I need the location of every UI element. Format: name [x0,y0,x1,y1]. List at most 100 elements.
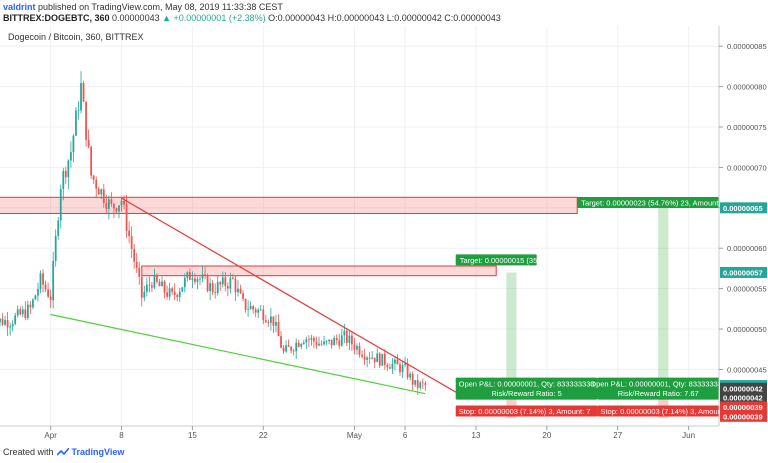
price-tag[interactable] [720,401,767,413]
author-name[interactable]: valdrint [3,2,36,12]
symbol-label[interactable]: BITTREX:DOGEBTC, 360 [3,13,110,23]
candle-body [62,170,65,190]
candle-body [105,203,108,209]
candle-body [406,363,409,378]
chart-pane [0,26,719,426]
candle-body [275,322,277,326]
trendlines[interactable] [50,197,457,395]
x-tick-label: 27 [613,431,622,440]
candle-body [26,304,29,319]
resistance-zone[interactable] [141,265,497,277]
target-label: Target: 0.00000023 (54.76%) 23, Amount: … [581,198,731,207]
candle-body [125,204,128,231]
candle-body [351,335,353,345]
candle-body [224,277,227,287]
candle-body [216,282,219,293]
candle-body [340,335,343,346]
price-tag[interactable] [720,410,767,422]
candle-body [297,342,300,347]
trendline[interactable] [50,313,426,395]
candle-body [92,175,95,180]
candle-body [148,284,151,286]
candles [0,71,427,396]
candle-body [348,335,351,343]
candle-body [75,110,77,136]
candle-body [414,380,417,385]
candle-body [9,326,12,328]
candle-body [310,337,313,340]
candle-body [226,286,229,289]
y-tick-label: 0.00000050 [727,325,767,334]
price-tag[interactable] [720,392,767,404]
candle-body [264,320,267,323]
candle-body [388,367,391,369]
candle-body [173,291,176,295]
target-label-box[interactable] [577,196,719,208]
candle-body [394,359,396,364]
candle-body [214,292,217,293]
x-tick-label: 13 [472,431,481,440]
time-axis[interactable]: Apr 8 15 22 May 6 13 20 27 Jun [44,426,695,440]
candle-body [254,309,257,313]
candle-body [34,295,37,300]
candle-body [80,82,82,111]
target-label-box[interactable] [455,254,537,266]
candle-body [424,383,427,385]
price-axis[interactable]: 0.00000085 0.00000080 0.00000075 0.00000070… [719,42,767,422]
candle-body [373,357,376,363]
candle-body [57,220,60,236]
candle-body [259,309,262,311]
candle-body [166,292,168,297]
candle-body [206,275,209,292]
y-tick-label: 0.00000055 [727,285,767,294]
candle-body [358,345,361,355]
candle-body [133,248,136,262]
price-change: ▲ +0.00000001 (+2.38%) [162,13,266,23]
candle-body [378,353,381,366]
target-column [658,204,669,390]
candle-body [171,288,174,292]
candle-body [335,338,338,341]
price-tag[interactable] [720,266,767,278]
position-box[interactable] [597,377,719,400]
candle-body [270,316,272,323]
candle-body [371,357,374,359]
x-tick-label: 15 [188,431,197,440]
candle-body [140,276,143,298]
candle-body [323,341,325,345]
candle-body [21,309,24,315]
candle-body [401,365,404,373]
position-pnl-label: Open P&L: 0.00000001, Qty: 833333333 [459,380,595,389]
target-label: Target: 0.00000015 (35.71%) 15, Amount: … [460,256,618,265]
position-box[interactable] [455,377,598,400]
candle-body [85,101,87,140]
candle-body [59,189,62,221]
trendline[interactable] [121,197,457,393]
price-tag[interactable] [720,202,767,214]
price-tag-label: 0.00000065 [723,204,763,213]
stop-label: Stop: 0.00000003 (7.14%) 3, Amount: 75 [600,407,736,416]
candle-body [100,189,103,195]
price-tag[interactable] [720,382,767,394]
resistance-zone[interactable] [0,196,578,214]
candle-body [201,274,204,279]
tradingview-brand[interactable]: TradingView [71,447,125,457]
candle-body [29,304,32,308]
x-tick-label: 20 [542,431,551,440]
stop-label-box[interactable] [455,405,598,417]
candle-body [315,341,318,346]
candle-body [123,200,125,205]
candle-body [183,277,186,288]
candle-body [381,353,384,366]
candle-body [24,309,27,319]
candle-body [244,298,247,310]
candle-body [16,309,19,316]
candle-body [290,346,293,351]
stop-label-box[interactable] [597,405,719,417]
candle-body [194,278,196,283]
candle-body [416,380,419,388]
candle-body [366,357,368,360]
risk-reward-label: Risk/Reward Ratio: 5 [491,389,561,398]
candle-body [249,306,252,310]
